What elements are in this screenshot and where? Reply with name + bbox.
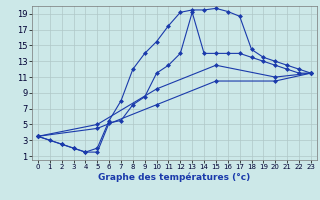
X-axis label: Graphe des températures (°c): Graphe des températures (°c)	[98, 173, 251, 182]
